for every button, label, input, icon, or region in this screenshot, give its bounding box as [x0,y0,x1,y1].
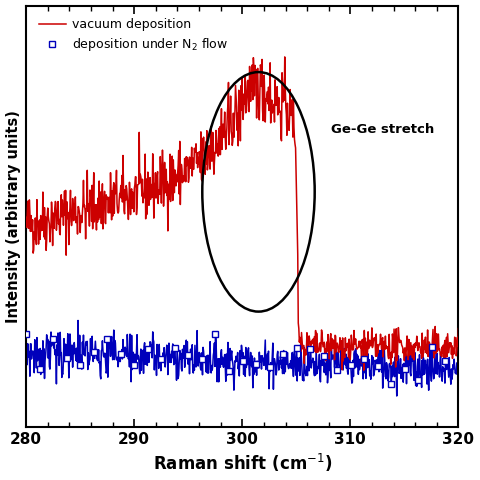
deposition under N$_2$ flow [443,358,448,364]
deposition under N$_2$ flow [267,364,273,370]
Legend: vacuum deposition, deposition under N$_2$ flow: vacuum deposition, deposition under N$_2… [34,13,234,58]
vacuum deposition [286,128,292,133]
deposition under N$_2$ flow [118,351,124,357]
deposition under N$_2$ flow [226,369,232,374]
Text: Ge-Ge stretch: Ge-Ge stretch [331,123,434,136]
deposition under N$_2$ flow [186,352,192,358]
vacuum deposition [274,84,280,90]
Y-axis label: Intensity (arbitrary units): Intensity (arbitrary units) [6,110,21,323]
X-axis label: Raman shift (cm$^{-1}$): Raman shift (cm$^{-1}$) [153,452,332,474]
deposition under N$_2$ flow [240,358,245,364]
Line: deposition under N$_2$ flow: deposition under N$_2$ flow [23,330,449,387]
deposition under N$_2$ flow [294,345,300,350]
vacuum deposition [352,341,358,347]
vacuum deposition [456,326,461,332]
deposition under N$_2$ flow [375,363,381,369]
deposition under N$_2$ flow [307,346,313,352]
vacuum deposition [23,215,29,220]
deposition under N$_2$ flow [199,356,205,362]
deposition under N$_2$ flow [132,361,137,367]
Line: vacuum deposition: vacuum deposition [26,57,458,370]
deposition under N$_2$ flow [388,381,394,387]
deposition under N$_2$ flow [172,346,178,351]
deposition under N$_2$ flow [361,356,367,362]
deposition under N$_2$ flow [253,361,259,367]
vacuum deposition [361,367,367,373]
deposition under N$_2$ flow [50,336,56,342]
deposition under N$_2$ flow [91,349,96,355]
deposition under N$_2$ flow [23,331,29,337]
vacuum deposition [282,54,288,60]
deposition under N$_2$ flow [158,356,164,361]
vacuum deposition [50,243,56,249]
deposition under N$_2$ flow [64,355,70,361]
deposition under N$_2$ flow [335,367,340,372]
deposition under N$_2$ flow [321,353,326,359]
deposition under N$_2$ flow [416,377,421,383]
deposition under N$_2$ flow [402,366,408,372]
deposition under N$_2$ flow [348,362,354,368]
deposition under N$_2$ flow [37,366,43,372]
deposition under N$_2$ flow [213,331,218,336]
deposition under N$_2$ flow [104,336,110,342]
deposition under N$_2$ flow [145,346,151,351]
deposition under N$_2$ flow [429,345,435,350]
deposition under N$_2$ flow [280,351,286,357]
vacuum deposition [299,337,305,343]
vacuum deposition [396,340,402,346]
deposition under N$_2$ flow [77,362,83,368]
